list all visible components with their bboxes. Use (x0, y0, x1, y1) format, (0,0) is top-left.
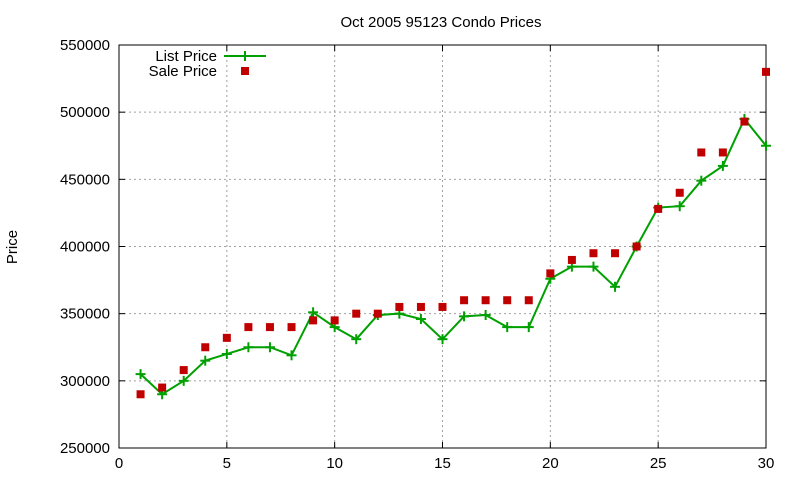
y-tick-label: 550000 (60, 37, 110, 54)
data-point (243, 342, 254, 353)
data-point (158, 383, 167, 392)
grid (119, 45, 766, 448)
legend-swatch (241, 67, 249, 75)
data-point (178, 375, 189, 386)
data-point (308, 307, 319, 318)
data-point (330, 316, 339, 325)
data-point (589, 249, 598, 258)
data-point (179, 366, 188, 375)
data-point (588, 261, 599, 272)
x-tick-label: 15 (434, 455, 451, 472)
data-point (718, 148, 727, 157)
data-point (696, 175, 707, 186)
series-list-price (135, 113, 771, 400)
x-tick-label: 5 (223, 455, 231, 472)
data-point (524, 296, 533, 305)
data-point (287, 323, 296, 332)
y-tick-label: 350000 (60, 306, 110, 323)
data-point (265, 323, 274, 332)
data-point (611, 249, 620, 258)
y-tick-label: 250000 (60, 440, 110, 457)
axis-ticks: 0 5 10 15 20 25 30 250000 300000 350000 400000 4500… (60, 37, 774, 472)
data-point (136, 390, 145, 399)
data-point (632, 242, 641, 251)
legend-marker (240, 51, 250, 61)
x-tick-label: 30 (758, 455, 775, 472)
data-point (395, 302, 404, 311)
data-point (222, 333, 231, 342)
data-point (546, 269, 555, 278)
data-point (373, 309, 382, 318)
data-point (352, 309, 361, 318)
x-tick-label: 20 (542, 455, 559, 472)
data-point (460, 296, 469, 305)
data-point (200, 355, 211, 366)
data-point (221, 348, 232, 359)
x-tick-label: 25 (650, 455, 667, 472)
data-point (503, 296, 512, 305)
data-point (610, 281, 621, 292)
data-point (697, 148, 706, 157)
data-point (523, 322, 534, 333)
y-tick-label: 450000 (60, 171, 110, 188)
data-point (567, 255, 576, 264)
plot-frame (118, 44, 767, 449)
y-tick-label: 400000 (60, 239, 110, 256)
data-point (674, 201, 685, 212)
data-point (244, 323, 253, 332)
data-point (459, 311, 470, 322)
series-line (139, 116, 767, 396)
y-tick-label: 300000 (60, 373, 110, 390)
y-tick-label: 500000 (60, 104, 110, 121)
data-point (437, 334, 448, 345)
data-point (762, 67, 770, 76)
data-point (286, 350, 297, 361)
data-point (135, 369, 146, 380)
series-sale-price (136, 67, 770, 399)
legend-item: List Price (155, 48, 266, 65)
data-point (264, 342, 275, 353)
legend-item: Sale Price (149, 63, 249, 80)
x-tick-label: 0 (115, 455, 123, 472)
chart-title: Oct 2005 95123 Condo Prices (341, 14, 542, 31)
data-point (309, 316, 318, 325)
data-point (351, 334, 362, 345)
data-point (717, 160, 728, 171)
series (135, 67, 771, 400)
data-point (740, 117, 749, 126)
data-point (761, 140, 771, 151)
data-point (481, 296, 490, 305)
x-tick-label: 10 (326, 455, 343, 472)
y-axis-label: Price (4, 230, 21, 264)
data-point (438, 302, 447, 311)
data-point (675, 188, 684, 197)
legend-label: Sale Price (149, 63, 217, 80)
data-point (480, 310, 491, 321)
data-point (415, 314, 426, 325)
data-point (502, 322, 513, 333)
data-point (416, 302, 425, 311)
legend-label: List Price (155, 48, 217, 65)
data-point (654, 204, 663, 213)
data-point (201, 343, 210, 352)
